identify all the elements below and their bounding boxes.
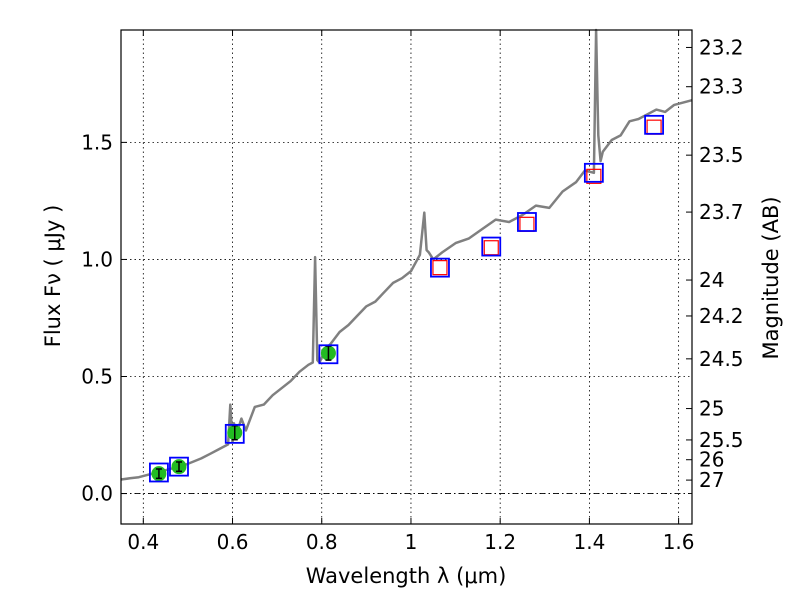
- model-square: [169, 456, 189, 477]
- magnitude-tick-label: 27: [699, 468, 724, 492]
- y-tick-label: 0.0: [81, 482, 113, 506]
- y2-axis-label: Magnitude (AB): [759, 196, 783, 359]
- x-tick-label: 1: [405, 530, 418, 554]
- spectrum-line: [120, 28, 693, 481]
- model-square: [149, 462, 169, 483]
- model-square: [644, 114, 664, 135]
- observed-square: [483, 240, 499, 256]
- y-axis-label: Flux Fν ( μJy ): [41, 205, 65, 348]
- y-tick-label: 1.5: [81, 130, 113, 154]
- model-square: [583, 162, 604, 183]
- magnitude-tick-label: 23.3: [699, 75, 744, 99]
- points-layer: [149, 114, 664, 483]
- magnitude-tick-label: 23.7: [699, 200, 744, 224]
- x-tick-label: 1.6: [663, 530, 695, 554]
- model-square: [430, 257, 450, 278]
- x-tick-label: 0.6: [217, 530, 249, 554]
- magnitude-tick-label: 25: [699, 397, 724, 421]
- magnitude-tick-label: 24.2: [699, 304, 744, 328]
- model-square: [481, 236, 502, 257]
- x-tick-label: 1.2: [484, 530, 516, 554]
- model-square: [224, 423, 245, 444]
- magnitude-tick-label: 26: [699, 448, 724, 472]
- model-square: [318, 344, 339, 365]
- observed-square: [586, 168, 602, 184]
- plot-frame: [120, 29, 693, 525]
- magnitude-tick-label: 23.2: [699, 35, 744, 59]
- y-tick-label: 1.0: [81, 247, 113, 271]
- ticks-layer: [121, 30, 692, 524]
- x-tick-label: 1.4: [573, 530, 605, 554]
- magnitude-tick-label: 25.5: [699, 428, 744, 452]
- observed-square: [519, 216, 535, 232]
- model-square: [517, 212, 537, 232]
- magnitude-tick-label: 23.5: [699, 143, 744, 167]
- magnitude-tick-label: 24: [699, 268, 724, 292]
- labels-layer: 0.4 0.6 0.8 1 1.2 1.4 1.6 0.0 0.5 1.0 1.5 23.2 23.3 2…: [81, 35, 743, 554]
- magnitude-tick-label: 24.5: [699, 347, 744, 371]
- observed-square: [432, 260, 448, 276]
- x-tick-label: 0.8: [306, 530, 338, 554]
- series-layer: [120, 28, 693, 481]
- x-tick-label: 0.4: [127, 530, 159, 554]
- x-axis-label: Wavelength λ (μm): [306, 564, 507, 588]
- y-tick-label: 0.5: [81, 365, 113, 389]
- observed-square: [646, 119, 662, 135]
- grid-layer: [121, 30, 692, 524]
